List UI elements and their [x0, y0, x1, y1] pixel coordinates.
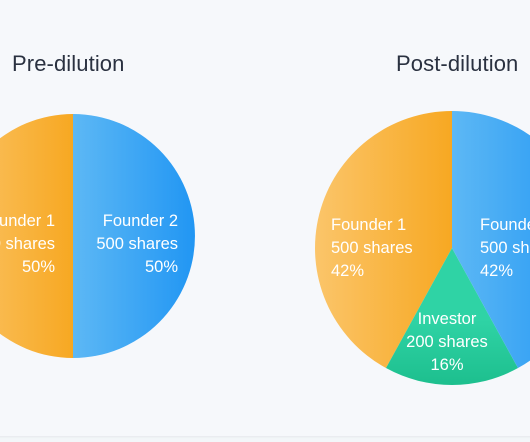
- pre-dilution-slice-founder-1: [0, 114, 73, 358]
- post-dilution-founder-1-shares-text: 500 shares: [331, 239, 413, 257]
- post-dilution-founder-1-pct-text: 42%: [331, 262, 364, 280]
- post-dilution-title: Post-dilution: [396, 51, 519, 76]
- pre-dilution-title: Pre-dilution: [12, 51, 125, 76]
- pre-dilution-founder-1-label: Founder 1: [0, 212, 55, 230]
- post-dilution-pie: Founder 1 500 shares 42% Investor 200 shares…: [315, 111, 530, 385]
- post-dilution-investor-label: Investor: [418, 310, 477, 328]
- post-dilution-founder-2-shares-text: 500 shares: [480, 239, 530, 257]
- pre-dilution-founder-2-label: Founder 2: [103, 212, 178, 230]
- post-dilution-slice-investor: [386, 248, 518, 385]
- post-dilution-founder-1-label: Founder 1: [331, 216, 406, 234]
- pre-dilution-founder-1-shares-text: 500 shares: [0, 235, 55, 253]
- pre-dilution-pie: Founder 1 500 shares 50% Founder 2 500 share…: [0, 114, 195, 358]
- pre-dilution-founder-2-shares-text: 500 shares: [96, 235, 178, 253]
- post-dilution-investor-shares-text: 200 shares: [406, 333, 488, 351]
- post-dilution-slice-founder-2: [452, 111, 530, 369]
- pre-dilution-slice-founder-2: [73, 114, 195, 358]
- post-dilution-founder-2-label: Founder 2: [480, 216, 530, 234]
- pre-dilution-founder-2-pct-text: 50%: [145, 258, 178, 276]
- post-dilution-slice-founder-1: [315, 111, 452, 369]
- post-dilution-founder-2-pct-text: 42%: [480, 262, 513, 280]
- post-dilution-investor-pct-text: 16%: [430, 356, 463, 374]
- pre-dilution-founder-1-pct-text: 50%: [22, 258, 55, 276]
